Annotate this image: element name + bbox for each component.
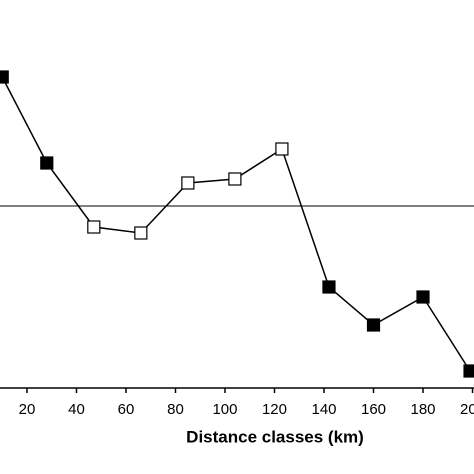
marker [181, 176, 195, 190]
marker [463, 364, 474, 378]
x-tick-label: 120 [262, 401, 287, 418]
marker [416, 290, 430, 304]
marker [40, 156, 54, 170]
x-tick-label: 80 [167, 401, 184, 418]
marker [134, 226, 148, 240]
x-axis-label: Distance classes (km) [186, 427, 364, 446]
marker [322, 280, 336, 294]
marker [228, 172, 242, 186]
series-line [1, 76, 471, 372]
x-tick-label: 200 [460, 401, 474, 418]
x-tick-label: 20 [19, 401, 36, 418]
x-tick-label: 40 [68, 401, 85, 418]
marker [366, 318, 381, 332]
x-tick-label: 160 [361, 401, 386, 418]
x-tick-label: 100 [212, 401, 237, 418]
marker [275, 142, 289, 156]
x-tick-label: 60 [118, 401, 135, 418]
marker [0, 70, 9, 84]
x-tick-label: 140 [311, 401, 336, 418]
x-tick-label: 180 [410, 401, 435, 418]
marker [87, 220, 101, 234]
